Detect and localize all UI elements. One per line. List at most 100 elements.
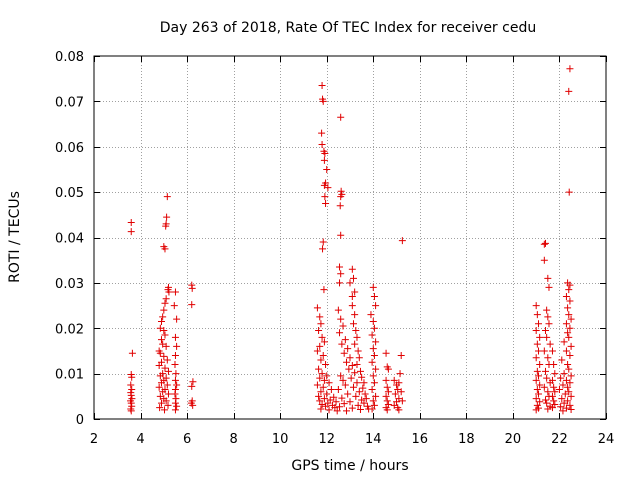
data-point [396,370,404,378]
data-point [557,403,565,411]
data-point [546,340,554,348]
y-tick-label: 0.07 [55,95,84,110]
data-point [171,406,179,414]
data-point [333,407,341,415]
data-point [127,381,135,389]
x-tick-label: 12 [318,432,335,447]
data-point [548,404,556,412]
data-point [159,313,167,321]
data-point [372,302,380,310]
data-point [351,340,359,348]
data-point [163,381,171,389]
data-point [394,386,402,394]
data-point [368,331,376,339]
data-point [355,354,363,362]
data-point [567,372,575,380]
data-point [163,193,171,201]
data-point [368,386,376,394]
data-point [161,299,169,307]
data-point [562,320,570,328]
data-point [544,274,552,282]
axis-ticks: 2 4 6 8 10 12 14 16 18 20 22 2400.010.020.030.040.0… [55,50,614,447]
data-point [344,390,352,398]
data-point [353,333,361,341]
data-point [533,386,541,394]
data-point [543,333,551,341]
data-point [561,390,569,398]
data-point [370,292,378,300]
data-point [567,342,575,350]
data-point [383,406,391,414]
data-point [165,288,173,296]
data-point [564,361,572,369]
data-point [535,320,543,328]
data-point [188,301,196,309]
data-point [340,349,348,357]
data-point [341,381,349,389]
data-point [173,315,181,323]
data-point [163,213,171,221]
y-tick-label: 0.05 [55,186,84,201]
data-point [558,395,566,403]
data-point [541,367,549,375]
data-point [565,333,573,341]
data-point [317,388,325,396]
data-point [164,367,172,375]
data-point [349,320,357,328]
data-point [171,399,179,407]
data-point [171,390,179,398]
data-point [188,382,196,390]
x-tick-label: 6 [183,432,191,447]
data-point [313,347,321,355]
x-tick-label: 18 [458,432,475,447]
data-point [369,372,377,380]
data-point [322,361,330,369]
data-point [127,391,135,399]
x-tick-label: 4 [136,432,144,447]
data-point [383,397,391,405]
data-point [566,351,574,359]
data-point [535,390,543,398]
data-point [341,336,349,344]
data-point [543,399,551,407]
data-point [566,281,574,289]
data-point [336,403,344,411]
data-point [323,165,331,173]
data-point [337,113,345,121]
data-point [536,361,544,369]
data-point [559,381,567,389]
data-point [325,406,333,414]
data-point [382,392,390,400]
data-point [370,401,378,409]
data-point [319,245,327,253]
data-point [540,347,548,355]
data-point [370,351,378,359]
data-point [533,340,541,348]
data-point [562,347,570,355]
y-tick-label: 0.08 [55,50,84,65]
data-point [540,240,548,248]
data-point [338,340,346,348]
data-point [370,324,378,332]
data-point [316,397,324,405]
data-point [317,405,325,413]
data-point [565,87,573,95]
data-point [540,256,548,264]
data-point [316,374,324,382]
data-point [164,390,172,398]
data-point [171,351,179,359]
data-point [540,383,548,391]
data-point [320,156,328,164]
data-point [367,311,375,319]
data-point [532,376,540,384]
data-point [555,386,563,394]
data-point [157,399,165,407]
data-point [320,286,328,294]
data-point [127,228,135,236]
y-tick-label: 0.04 [55,232,84,247]
data-point [372,338,380,346]
data-point [544,388,552,396]
data-point [544,405,552,413]
data-point [372,365,380,373]
